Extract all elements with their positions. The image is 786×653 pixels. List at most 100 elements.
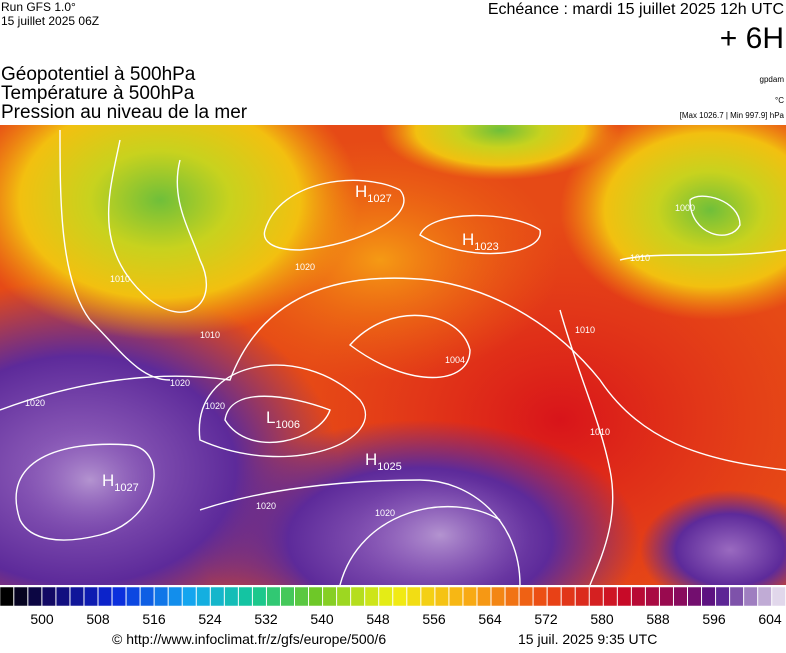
scale-swatch xyxy=(350,586,365,607)
scale-swatch xyxy=(364,586,379,607)
scale-swatch xyxy=(533,586,548,607)
scale-swatch xyxy=(462,586,477,607)
scale-swatch xyxy=(715,586,730,607)
isobar-label: 1020 xyxy=(256,501,276,511)
isobar-label: 1010 xyxy=(575,325,595,335)
isobar-label: 1020 xyxy=(375,508,395,518)
isobar-label: 1020 xyxy=(205,401,225,411)
scale-swatch xyxy=(757,586,772,607)
scale-swatch xyxy=(392,586,407,607)
scale-swatch xyxy=(687,586,702,607)
scale-swatch xyxy=(238,586,253,607)
color-scale: 500 508 516 524 532 540 548 556 564 572 580 588 596 6… xyxy=(0,586,786,627)
scale-swatch xyxy=(27,586,42,607)
scale-tick-label: 516 xyxy=(142,611,166,627)
scale-tick-label: 532 xyxy=(254,611,278,627)
scale-swatch xyxy=(280,586,295,607)
pressure-center: H1027 xyxy=(102,471,139,494)
isobar-label: 1000 xyxy=(675,203,695,213)
scale-swatch xyxy=(294,586,309,607)
scale-swatch xyxy=(476,586,492,607)
scale-swatch xyxy=(378,586,393,607)
scale-swatch xyxy=(603,586,618,607)
scale-swatch xyxy=(519,586,534,607)
scale-swatch xyxy=(659,586,674,607)
source-link: © http://www.infoclimat.fr/z/gfs/europe/… xyxy=(112,631,386,647)
scale-tick-label: 604 xyxy=(758,611,782,627)
isobar-label: 1020 xyxy=(295,262,315,272)
scale-swatch xyxy=(575,586,590,607)
scale-swatch xyxy=(743,586,758,607)
scale-swatch xyxy=(69,586,84,607)
run-label: Run GFS 1.0° xyxy=(1,0,76,14)
center-value: 1023 xyxy=(474,241,498,253)
scale-swatch xyxy=(673,586,688,607)
isobar-label: 1004 xyxy=(445,355,465,365)
generated-time: 15 juil. 2025 9:35 UTC xyxy=(518,631,657,647)
center-value: 1027 xyxy=(114,482,138,494)
center-letter: H xyxy=(102,471,114,490)
scale-swatch xyxy=(505,586,520,607)
scale-swatch xyxy=(266,586,281,607)
pressure-extremes: [Max 1026.7 | Min 997.9] hPa xyxy=(680,111,785,120)
unit: gpdam xyxy=(760,75,785,84)
scale-swatch xyxy=(252,586,267,607)
center-letter: L xyxy=(266,408,275,427)
scale-swatch xyxy=(0,586,14,607)
pressure-center: H1027 xyxy=(355,182,392,205)
scale-tick-label: 556 xyxy=(422,611,446,627)
isobar-label: 1020 xyxy=(25,398,45,408)
scale-tick-label: 508 xyxy=(86,611,110,627)
scale-swatch xyxy=(434,586,449,607)
center-letter: H xyxy=(355,182,367,201)
scale-tick-label: 588 xyxy=(646,611,670,627)
layer-name: Température à 500hPa xyxy=(1,83,195,104)
layer-name: Pression au niveau de la mer xyxy=(1,102,248,123)
scale-swatch xyxy=(631,586,646,607)
scale-swatch xyxy=(224,586,239,607)
scale-swatch xyxy=(140,586,155,607)
scale-swatch xyxy=(83,586,99,607)
isobars xyxy=(0,129,786,585)
center-value: 1025 xyxy=(377,461,401,473)
scale-swatch xyxy=(308,586,323,607)
pressure-center: L1006 xyxy=(266,408,300,431)
scale-swatch xyxy=(112,586,127,607)
pressure-center: H1025 xyxy=(365,450,402,473)
scale-swatch xyxy=(126,586,141,607)
layer-name: Géopotentiel à 500hPa xyxy=(1,64,196,85)
isobar-label: 1020 xyxy=(170,378,190,388)
scale-swatch xyxy=(322,586,337,607)
scale-tick-label: 596 xyxy=(702,611,726,627)
scale-tick-label: 580 xyxy=(590,611,614,627)
center-value: 1006 xyxy=(275,419,299,431)
scale-swatch xyxy=(771,586,786,607)
scale-swatch xyxy=(491,586,506,607)
scale-tick-label: 548 xyxy=(366,611,390,627)
center-letter: H xyxy=(462,230,474,249)
scale-swatch xyxy=(154,586,169,607)
scale-swatch xyxy=(336,586,351,607)
scale-tick-label: 564 xyxy=(478,611,502,627)
isobar-label: 1010 xyxy=(630,253,650,263)
scale-swatch xyxy=(617,586,632,607)
scale-tick-label: 524 xyxy=(198,611,222,627)
scale-swatch xyxy=(729,586,744,607)
scale-swatch xyxy=(168,586,183,607)
scale-swatch xyxy=(196,586,211,607)
scale-swatch xyxy=(406,586,421,607)
scale-swatch xyxy=(13,586,28,607)
scale-swatch xyxy=(547,586,562,607)
scale-tick-label: 500 xyxy=(30,611,54,627)
scale-swatch xyxy=(645,586,660,607)
scale-tick-label: 572 xyxy=(534,611,558,627)
center-value: 1027 xyxy=(367,193,391,205)
scale-swatch xyxy=(701,586,716,607)
scale-swatch xyxy=(55,586,70,607)
scale-swatch xyxy=(182,586,197,607)
map-field xyxy=(0,125,786,585)
valid-time: Echéance : mardi 15 juillet 2025 12h UTC xyxy=(488,1,784,18)
scale-swatch xyxy=(589,586,604,607)
